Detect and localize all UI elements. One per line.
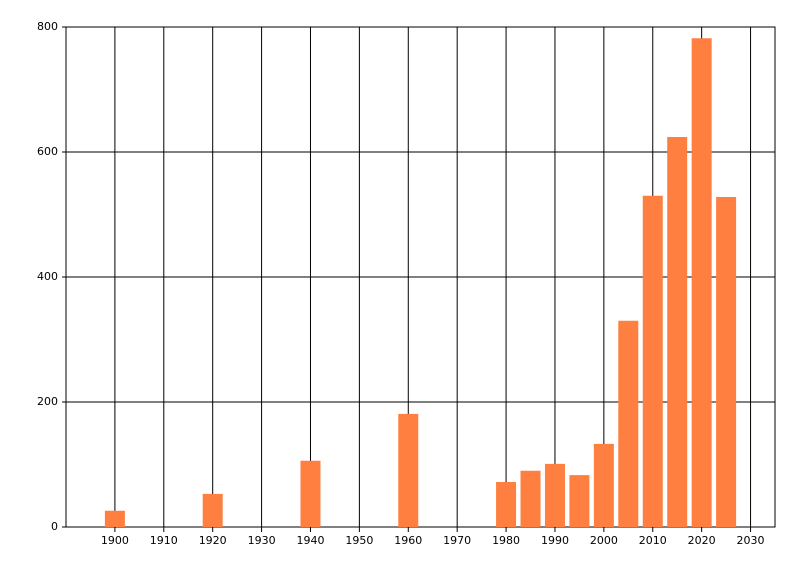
- x-tick-label: 1970: [443, 534, 471, 547]
- x-tick-label: 1930: [248, 534, 276, 547]
- bar: [716, 197, 737, 527]
- bar: [544, 463, 565, 527]
- y-tick-label: 0: [51, 520, 58, 533]
- x-tick-label: 1990: [541, 534, 569, 547]
- x-tick-label: 2000: [590, 534, 618, 547]
- bar: [202, 493, 223, 527]
- x-tick-label: 1920: [199, 534, 227, 547]
- x-tick-label: 2010: [639, 534, 667, 547]
- bar: [618, 320, 639, 527]
- bar: [569, 475, 590, 527]
- y-tick-label: 200: [37, 395, 58, 408]
- bar: [667, 137, 688, 527]
- y-tick-label: 800: [37, 20, 58, 33]
- x-tick-label: 1950: [345, 534, 373, 547]
- bar: [496, 482, 517, 527]
- x-tick-label: 1960: [394, 534, 422, 547]
- y-tick-label: 400: [37, 270, 58, 283]
- bar: [642, 195, 663, 527]
- x-tick-label: 1900: [101, 534, 129, 547]
- bar: [398, 413, 419, 527]
- y-tick-label: 600: [37, 145, 58, 158]
- x-tick-label: 2030: [737, 534, 765, 547]
- bar: [691, 38, 712, 527]
- bar: [104, 510, 125, 527]
- bar: [520, 470, 541, 527]
- x-tick-label: 1940: [296, 534, 324, 547]
- bar: [300, 460, 321, 527]
- x-tick-label: 1980: [492, 534, 520, 547]
- bar: [593, 443, 614, 527]
- x-tick-label: 2020: [688, 534, 716, 547]
- x-tick-label: 1910: [150, 534, 178, 547]
